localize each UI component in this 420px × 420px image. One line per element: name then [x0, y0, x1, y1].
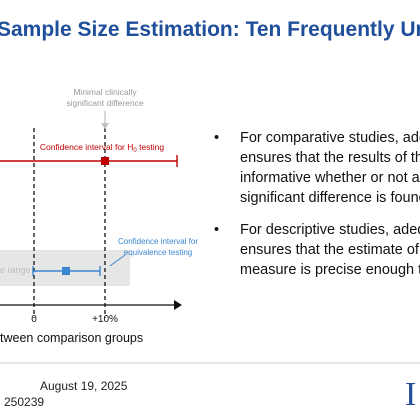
- range-label: e range: [0, 265, 31, 275]
- equiv-ci-label-line1: Confidence interval for: [118, 237, 198, 246]
- slide-title: Sample Size Estimation: Ten Frequently U…: [0, 18, 420, 48]
- journal-logo: I: [405, 376, 417, 413]
- bullet-item-comparative: • For comparative studies, adequate powe…: [214, 128, 420, 208]
- bullet-line: significant difference is found: [240, 190, 420, 206]
- bullet-dot: •: [214, 130, 220, 146]
- tick-label-zero: 0: [31, 314, 37, 325]
- equiv-point-estimate: [62, 267, 70, 275]
- x-axis-label: tween comparison groups: [0, 331, 143, 345]
- bullet-line: informative whether or not a clinically: [240, 170, 420, 186]
- bullet-line: ensures that the results of the study ar…: [240, 150, 420, 166]
- h0-point-estimate: [101, 157, 109, 165]
- slide-title-text: Sample Size Estimation: Ten Frequently U…: [0, 18, 420, 41]
- x-axis-arrowhead: [174, 300, 182, 310]
- bullet-line: measure is precise enough to be useful: [240, 262, 420, 278]
- bullet-dot: •: [214, 222, 220, 238]
- mcsd-annotation-line2: significant difference: [66, 98, 144, 108]
- bullet-line: For descriptive studies, adequate precis…: [240, 222, 420, 238]
- equiv-label-connector: [109, 254, 126, 267]
- bullet-line: For comparative studies, adequate power: [240, 130, 420, 146]
- h0-ci-label: Confidence interval for H0 testing: [40, 142, 165, 154]
- footer-id: 250239: [4, 395, 45, 409]
- mcsd-arrowhead: [101, 123, 109, 129]
- mcsd-annotation-line1: Minimal clinically: [73, 87, 137, 97]
- bullet-line: ensures that the estimate of the: [240, 242, 420, 258]
- tick-label-plus10: +10%: [92, 314, 118, 325]
- footer-date: August 19, 2025: [40, 379, 128, 393]
- bullet-list: • For comparative studies, adequate powe…: [214, 128, 420, 292]
- bullet-item-descriptive: • For descriptive studies, adequate prec…: [214, 220, 420, 280]
- equiv-ci-label-line2: equivalence testing: [124, 248, 193, 257]
- footer-divider: [0, 362, 420, 364]
- ci-figure: e range Minimal clinically significant d…: [0, 87, 198, 345]
